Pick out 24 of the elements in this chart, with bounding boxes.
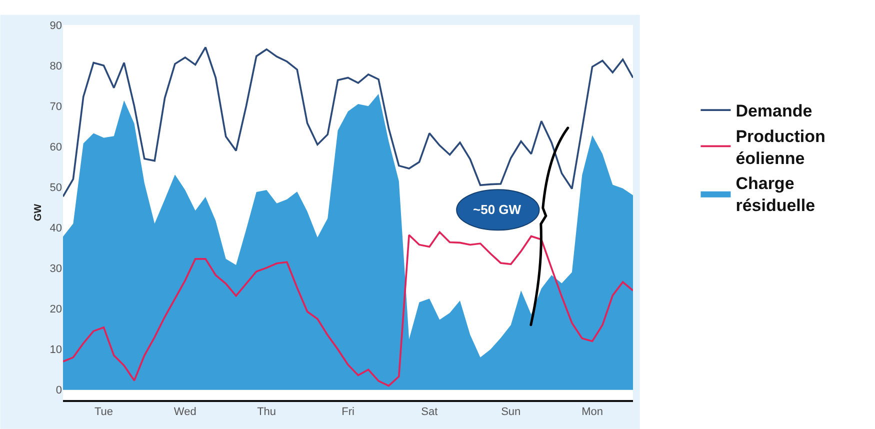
y-tick-label: 50 (50, 182, 62, 194)
x-tick-label: Thu (257, 406, 276, 418)
x-tick-label: Sun (501, 406, 521, 418)
y-tick-label: 30 (50, 263, 62, 276)
x-tick-label: Sat (421, 406, 438, 418)
y-axis-title: GW (32, 203, 44, 222)
x-tick-label: Mon (582, 406, 603, 418)
y-tick-label: 90 (50, 20, 62, 32)
annotation: ~50 GW (473, 202, 522, 217)
line-series (63, 231, 633, 387)
y-tick-label: 20 (50, 304, 62, 316)
y-tick-label: 40 (50, 222, 62, 235)
legend-label: Demande (736, 102, 812, 121)
x-tick-label: Fri (342, 406, 354, 418)
line-series (63, 46, 633, 198)
y-tick-label: 70 (50, 100, 62, 113)
x-tick-label: Tue (94, 406, 113, 418)
y-tick-label: 10 (50, 344, 62, 356)
legend-label: Charge résiduelle (736, 174, 816, 216)
legend-label: Production éolienne (736, 126, 826, 168)
y-tick-label: 60 (50, 141, 62, 154)
y-tick-label: 0 (56, 384, 62, 397)
y-tick-label: 80 (50, 60, 62, 72)
x-tick-label: Wed (174, 406, 196, 418)
